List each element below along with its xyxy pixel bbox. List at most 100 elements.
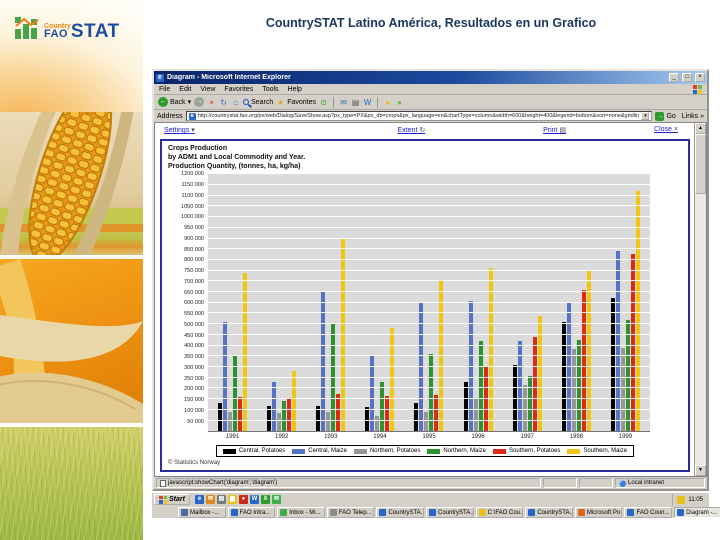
bar-central-potatoes[interactable] <box>512 364 517 432</box>
start-button[interactable]: Start <box>154 494 190 505</box>
settings-link[interactable]: Settings ▾ <box>164 127 195 134</box>
home-button[interactable]: ⌂ <box>231 98 240 107</box>
menu-favorites[interactable]: Favorites <box>224 85 254 93</box>
window-titlebar[interactable]: e Diagram - Microsoft Internet Explorer … <box>154 71 707 84</box>
bar-central-potatoes[interactable] <box>561 322 566 432</box>
bar-northern-potatoes[interactable] <box>473 398 478 432</box>
menu-help[interactable]: Help <box>287 85 302 93</box>
bar-central-potatoes[interactable] <box>316 405 321 432</box>
bar-central-maize[interactable] <box>272 382 277 432</box>
bar-central-maize[interactable] <box>566 302 571 432</box>
menu-edit[interactable]: Edit <box>179 85 192 93</box>
search-button[interactable]: Search <box>243 99 273 106</box>
volume-icon[interactable] <box>677 495 686 504</box>
bar-southern-maize[interactable] <box>390 328 395 432</box>
bar-central-potatoes[interactable] <box>365 406 370 432</box>
taskbar-button[interactable]: C:\FAO Cou... <box>475 507 524 518</box>
bar-central-maize[interactable] <box>321 292 326 432</box>
bar-southern-potatoes[interactable] <box>434 394 439 432</box>
bar-northern-maize[interactable] <box>576 340 581 432</box>
word-button[interactable]: W <box>363 98 372 107</box>
close-link[interactable]: Close × <box>654 126 678 133</box>
bar-northern-maize[interactable] <box>625 319 630 432</box>
bar-southern-maize[interactable] <box>292 371 297 432</box>
outlook-icon[interactable]: ✉ <box>205 495 215 504</box>
bar-southern-maize[interactable] <box>243 272 248 432</box>
back-button[interactable]: ← Back ▾ <box>158 97 191 107</box>
bar-southern-maize[interactable] <box>537 315 542 432</box>
bar-southern-potatoes[interactable] <box>238 396 243 432</box>
bar-northern-potatoes[interactable] <box>522 385 527 432</box>
taskbar-button[interactable]: CountrySTA... <box>426 507 474 518</box>
bar-southern-potatoes[interactable] <box>336 393 341 432</box>
print-link[interactable]: Print ▤ <box>543 127 567 134</box>
bar-northern-maize[interactable] <box>478 341 483 432</box>
bar-southern-potatoes[interactable] <box>287 399 292 432</box>
forward-button[interactable]: → <box>194 97 205 107</box>
bar-northern-potatoes[interactable] <box>375 416 380 432</box>
bar-central-maize[interactable] <box>223 322 228 432</box>
menu-tools[interactable]: Tools <box>262 85 279 93</box>
bar-northern-maize[interactable] <box>380 382 385 432</box>
vertical-scrollbar[interactable]: ▲ ▼ <box>694 123 706 476</box>
bar-central-maize[interactable] <box>615 251 620 432</box>
messenger-button[interactable]: ● <box>383 98 392 107</box>
bar-northern-potatoes[interactable] <box>326 411 331 432</box>
bar-central-potatoes[interactable] <box>463 382 468 432</box>
scrollbar-thumb[interactable] <box>695 134 706 194</box>
bar-northern-potatoes[interactable] <box>571 348 576 432</box>
bar-southern-potatoes[interactable] <box>483 367 488 432</box>
bar-central-potatoes[interactable] <box>218 403 223 432</box>
taskbar-button[interactable]: FAO Coun... <box>624 507 673 518</box>
bar-southern-maize[interactable] <box>488 268 493 432</box>
scroll-up-icon[interactable]: ▲ <box>695 123 706 134</box>
maximize-button[interactable]: □ <box>682 73 692 82</box>
menu-view[interactable]: View <box>200 85 216 93</box>
bar-southern-maize[interactable] <box>341 238 346 432</box>
close-button[interactable]: × <box>695 73 705 82</box>
bar-northern-maize[interactable] <box>233 356 238 432</box>
favorites-button[interactable]: ★ Favorites <box>276 98 316 107</box>
url-dropdown-icon[interactable]: ▾ <box>641 112 650 120</box>
folder-icon[interactable]: ▆ <box>227 495 237 504</box>
taskbar-button[interactable]: FAO Telep... <box>326 507 375 518</box>
bar-southern-potatoes[interactable] <box>532 337 537 432</box>
bar-northern-potatoes[interactable] <box>228 411 233 432</box>
ie-icon[interactable]: e <box>194 495 204 504</box>
bar-central-maize[interactable] <box>517 341 522 432</box>
groupwise-icon[interactable]: ✉ <box>271 495 281 504</box>
taskbar-button[interactable]: CountrySTA... <box>376 507 425 518</box>
bar-central-maize[interactable] <box>468 300 473 432</box>
bar-southern-potatoes[interactable] <box>581 289 586 432</box>
go-button[interactable]: → Go <box>655 111 676 121</box>
bar-southern-potatoes[interactable] <box>630 253 635 432</box>
excel-icon[interactable]: X <box>260 495 270 504</box>
word-icon[interactable]: W <box>249 495 259 504</box>
bar-northern-maize[interactable] <box>429 354 434 432</box>
bar-northern-potatoes[interactable] <box>620 347 625 432</box>
taskbar-button[interactable]: FAO Intra... <box>227 507 276 518</box>
stop-button[interactable]: × <box>207 98 216 107</box>
url-field[interactable]: e http://countrystat.fao.org/px/web/Dial… <box>185 111 653 121</box>
bar-northern-maize[interactable] <box>282 401 287 432</box>
scroll-down-icon[interactable]: ▼ <box>695 465 706 476</box>
bar-central-potatoes[interactable] <box>267 405 272 432</box>
msn-button[interactable]: ● <box>395 98 404 107</box>
taskbar-button[interactable]: Mailbox -... <box>178 507 226 518</box>
refresh-button[interactable]: ↻ <box>219 98 228 107</box>
bar-southern-maize[interactable] <box>635 191 640 432</box>
taskbar-button[interactable]: Diagram -... <box>674 507 720 518</box>
minimize-button[interactable]: _ <box>669 73 679 82</box>
bar-northern-potatoes[interactable] <box>277 413 282 432</box>
bar-southern-maize[interactable] <box>439 281 444 432</box>
extent-link[interactable]: Extent ↻ <box>397 127 426 134</box>
links-label[interactable]: Links » <box>681 112 704 120</box>
taskbar-button[interactable]: Microsoft Po... <box>574 507 623 518</box>
bar-central-maize[interactable] <box>370 356 375 432</box>
desktop-icon[interactable]: ▤ <box>216 495 226 504</box>
taskbar-button[interactable]: Inbox - Mi... <box>277 507 325 518</box>
bar-southern-maize[interactable] <box>586 269 591 432</box>
print-button[interactable]: ▤ <box>351 98 360 107</box>
bar-northern-maize[interactable] <box>527 375 532 432</box>
media-icon[interactable]: ● <box>238 495 248 504</box>
